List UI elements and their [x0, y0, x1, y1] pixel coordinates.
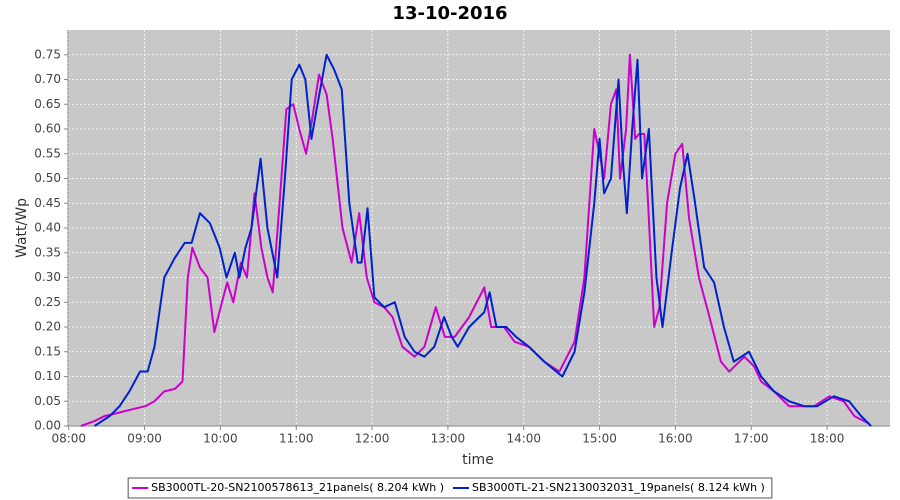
y-tick-label: 0.75	[34, 47, 61, 61]
legend-box	[127, 477, 773, 499]
y-tick-label: 0.10	[34, 369, 61, 383]
y-tick-label: 0.15	[34, 344, 61, 358]
y-tick-label: 0.30	[34, 270, 61, 284]
x-tick-label: 11:00	[279, 432, 314, 446]
x-axis-label: time	[462, 452, 494, 468]
x-tick-label: 12:00	[355, 432, 390, 446]
chart-title: 13-10-2016	[392, 3, 507, 24]
y-tick-label: 0.40	[34, 221, 61, 235]
x-tick-label: 18:00	[810, 432, 845, 446]
y-tick-label: 0.25	[34, 295, 61, 309]
y-tick-label: 0.35	[34, 245, 61, 259]
x-tick-label: 13:00	[431, 432, 466, 446]
y-tick-label: 0.70	[34, 72, 61, 86]
series-line	[80, 53, 870, 427]
x-tick-label: 10:00	[203, 432, 238, 446]
series-line	[93, 53, 872, 427]
y-axis-label: Watt/Wp	[14, 198, 30, 258]
y-tick-label: 0.60	[34, 122, 61, 136]
plot-area	[68, 30, 890, 426]
y-tick-label: 0.55	[34, 146, 61, 160]
y-tick-label: 0.45	[34, 196, 61, 210]
y-tick-label: 0.20	[34, 320, 61, 334]
y-tick-label: 0.05	[34, 394, 61, 408]
x-tick-label: 16:00	[658, 432, 693, 446]
x-tick-label: 09:00	[127, 432, 162, 446]
y-tick-label: 0.00	[34, 419, 61, 433]
legend-label: SB3000TL-20-SN2100578613_21panels( 8.204…	[151, 481, 444, 494]
x-tick-label: 17:00	[734, 432, 769, 446]
x-tick-label: 14:00	[506, 432, 541, 446]
y-tick-label: 0.50	[34, 171, 61, 185]
x-tick-label: 08:00	[51, 432, 86, 446]
x-tick-label: 15:00	[582, 432, 617, 446]
legend-label: SB3000TL-21-SN2130032031_19panels( 8.124…	[472, 481, 765, 494]
y-tick-label: 0.65	[34, 97, 61, 111]
